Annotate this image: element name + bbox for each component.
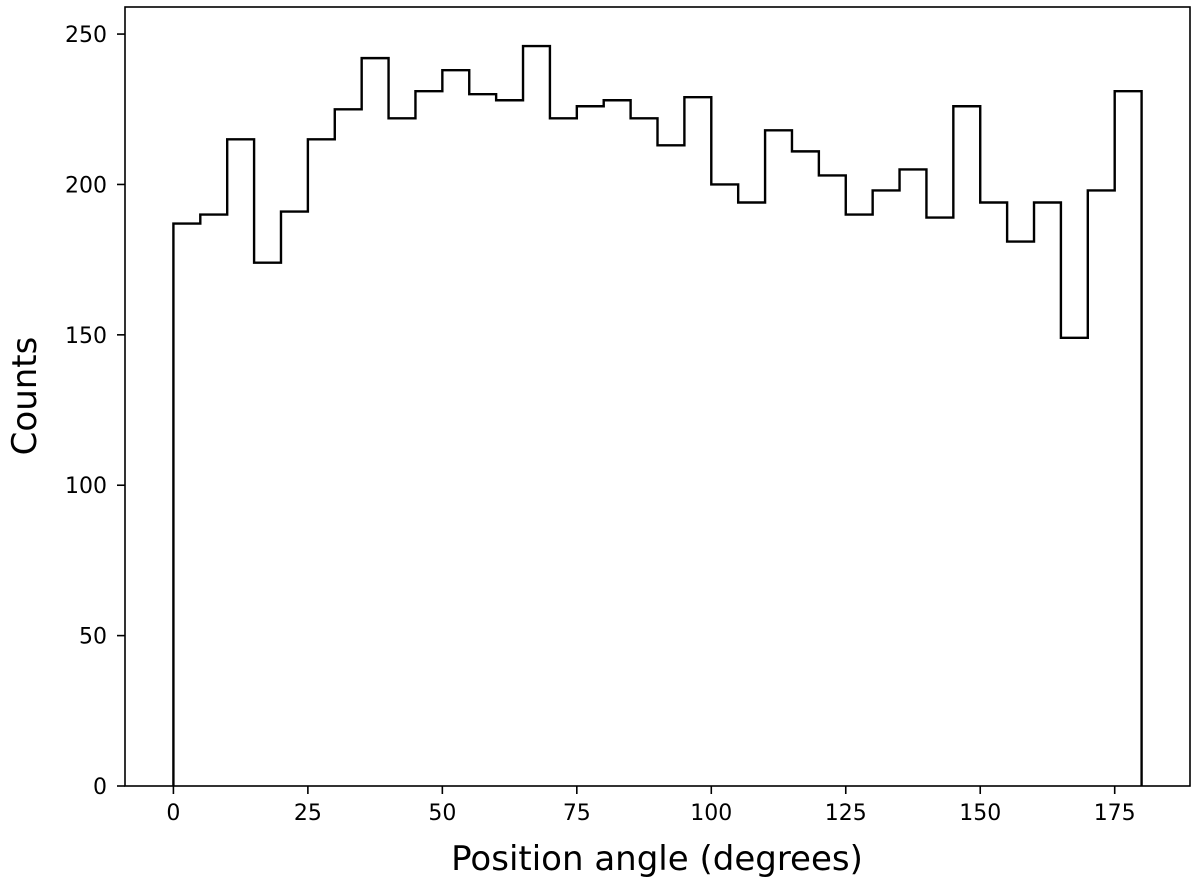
y-tick-label: 100 [65, 474, 107, 499]
y-axis-label: Counts [5, 337, 45, 456]
x-tick-label: 175 [1094, 801, 1136, 826]
histogram-step-line [172, 44, 1143, 786]
y-tick-label: 250 [65, 23, 107, 48]
x-tick-label: 25 [294, 801, 322, 826]
x-tick-label: 0 [166, 801, 180, 826]
plot-frame [124, 6, 1191, 787]
x-tick-label: 100 [690, 801, 732, 826]
x-tick-label: 150 [959, 801, 1001, 826]
y-tick-label: 0 [93, 775, 107, 800]
x-tick-label: 50 [428, 801, 456, 826]
y-tick-label: 200 [65, 173, 107, 198]
y-tick-label: 150 [65, 324, 107, 349]
x-tick-label: 125 [825, 801, 867, 826]
x-axis-ticks: 0 25 50 75 100 125 150 175 [166, 786, 1136, 826]
y-tick-label: 50 [79, 625, 107, 650]
y-axis-ticks: 0 50 100 150 200 250 [65, 23, 125, 800]
x-axis-label: Position angle (degrees) [451, 839, 863, 879]
x-tick-label: 75 [563, 801, 591, 826]
